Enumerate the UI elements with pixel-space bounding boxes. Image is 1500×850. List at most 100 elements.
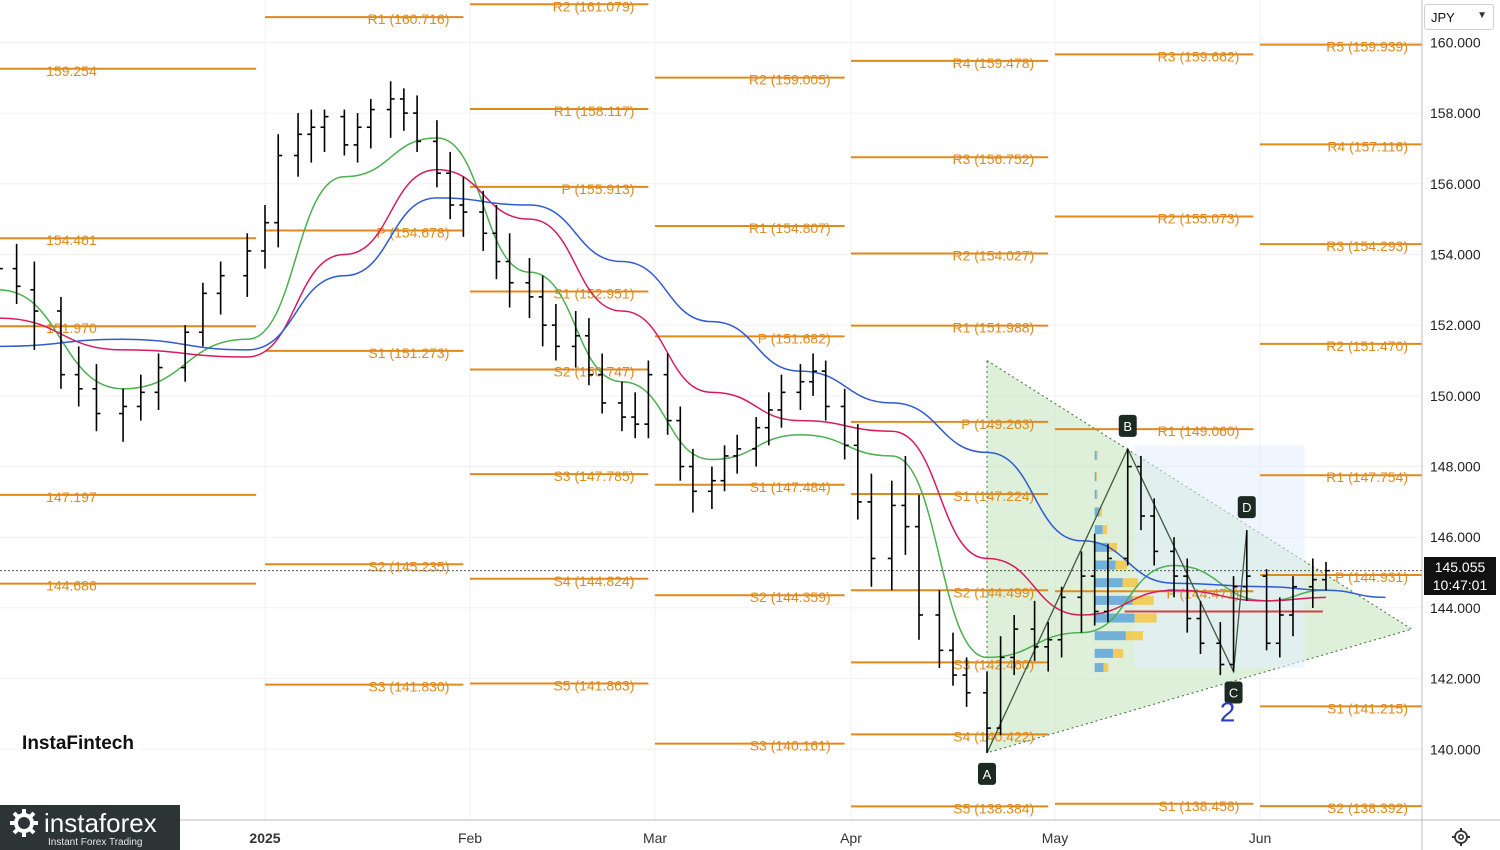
wave-point-label: A [983, 767, 992, 782]
pivot-level-label: 144.686 [46, 578, 97, 594]
instaforex-logo: instaforex Instant Forex Trading [0, 805, 180, 850]
pivot-level-label: S2 (138.392) [1327, 800, 1408, 816]
pivot-level-label: S5 (141.863) [553, 677, 634, 693]
pivot-level-label: S2 (150.747) [553, 363, 634, 379]
wave-point-marker [1118, 414, 1137, 437]
pivot-level-label: R1 (160.716) [368, 11, 450, 27]
y-tick-label: 150.000 [1430, 388, 1481, 404]
volume-profile-bar [1094, 631, 1126, 641]
y-tick-label: 152.000 [1430, 317, 1481, 333]
pivot-level-label: P (149.263) [961, 416, 1034, 432]
pivot-level-label: S2 (144.359) [750, 589, 831, 605]
volume-profile-bar [1103, 663, 1109, 673]
pivot-level-label: R1 (158.117) [554, 103, 635, 119]
pivot-level-label: R2 (151.470) [1326, 338, 1408, 354]
volume-profile-bar [1134, 613, 1157, 623]
settings-gear-icon[interactable] [1450, 826, 1472, 848]
volume-profile-bar [1096, 472, 1098, 482]
pivot-level-label: S1 (141.215) [1327, 700, 1408, 716]
pivot-level-label: R2 (155.073) [1158, 211, 1240, 227]
pivot-level-label: S1 (147.224) [953, 488, 1034, 504]
pivot-level-label: S2 (144.499) [953, 584, 1034, 600]
currency-select-value: JPY [1431, 10, 1455, 25]
pivot-level-label: S3 (141.830) [368, 679, 449, 695]
volume-profile-bar [1099, 507, 1103, 517]
moving-average-line [0, 168, 1327, 616]
current-price-value: 145.055 [1434, 559, 1486, 575]
pivot-level-label: P (144.931) [1335, 569, 1408, 585]
currency-select[interactable]: JPY ▼ [1424, 4, 1494, 30]
pivot-level-label: P (155.913) [561, 181, 634, 197]
moving-average-line [0, 197, 1386, 599]
wave-point-marker [978, 762, 996, 785]
wave-degree-label: 2 [1220, 697, 1236, 728]
pivot-level-label: 154.461 [46, 232, 97, 248]
current-price-badge: 145.055 10:47:01 [1424, 557, 1496, 595]
logo-tagline: Instant Forex Trading [48, 837, 143, 848]
pivot-level-label: P (144.471) [1166, 585, 1239, 601]
chart-brand-label: InstaFintech [16, 713, 140, 775]
pivot-level-label: R1 (149.060) [1158, 423, 1240, 439]
wave-point-marker [1237, 496, 1256, 519]
y-tick-label: 148.000 [1430, 459, 1481, 475]
volume-profile-bar [1113, 648, 1124, 658]
pivot-level-label: 147.197 [46, 489, 97, 505]
volume-profile-bar [1094, 525, 1103, 535]
volume-profile-bar [1132, 595, 1154, 605]
pivot-level-label: S1 (152.951) [553, 286, 634, 302]
bar-countdown: 10:47:01 [1432, 577, 1488, 593]
pivot-level-label: 159.254 [46, 63, 97, 79]
volume-profile-bar [1094, 560, 1116, 570]
pivot-level-label: R3 (154.293) [1326, 238, 1408, 254]
volume-profile-bar [1094, 450, 1097, 460]
pivot-level-label: R4 (159.478) [952, 55, 1034, 71]
pivot-level-label: S1 (138.458) [1158, 798, 1239, 814]
pivot-level-label: S3 (142.460) [953, 656, 1034, 672]
pivot-level-label: S2 (145.235) [368, 558, 449, 574]
pivot-level-label: R3 (159.662) [1158, 48, 1240, 64]
pivot-level-label: R2 (159.005) [749, 72, 831, 88]
wave-point-label: B [1123, 419, 1132, 434]
wave-point-label: C [1229, 686, 1238, 701]
y-tick-label: 142.000 [1430, 671, 1481, 687]
moving-average-line [0, 137, 1327, 659]
pivot-level-label: S3 (140.161) [750, 738, 831, 754]
volume-profile-bar [1102, 525, 1108, 535]
pivot-level-label: S4 (140.422) [953, 728, 1034, 744]
y-tick-label: 156.000 [1430, 176, 1481, 192]
volume-profile-bar [1125, 631, 1144, 641]
pivot-level-label: S1 (151.273) [368, 345, 449, 361]
volume-profile-bar [1115, 560, 1127, 570]
volume-profile-bar [1094, 595, 1133, 605]
logo-gear-icon [10, 809, 38, 837]
volume-profile-bar [1122, 578, 1139, 588]
volume-profile-bar [1094, 613, 1135, 623]
wave-path [986, 447, 1248, 754]
x-tick-label: May [1042, 830, 1068, 846]
chart-brand-text: InstaFintech [22, 733, 134, 754]
x-tick-label: Feb [458, 830, 482, 846]
x-tick-label: Apr [840, 830, 862, 846]
logo-text: instaforex [44, 808, 157, 838]
y-tick-label: 160.000 [1430, 34, 1481, 50]
volume-profile-bar [1096, 450, 1098, 460]
wave-point-label: D [1242, 500, 1251, 515]
pivot-level-label: P (151.682) [758, 330, 831, 346]
volume-profile-bar [1094, 472, 1097, 482]
pivot-level-label: R2 (161.079) [553, 0, 635, 14]
volume-profile-bar [1094, 489, 1097, 499]
y-tick-label: 146.000 [1430, 529, 1481, 545]
pivot-level-label: R4 (157.116) [1327, 138, 1408, 154]
volume-profile-bar [1094, 648, 1114, 658]
volume-profile-bar [1094, 542, 1110, 552]
x-tick-label: Jun [1249, 830, 1272, 846]
volume-profile-bar [1094, 663, 1104, 673]
x-tick-label: Mar [643, 830, 667, 846]
y-tick-label: 144.000 [1430, 600, 1481, 616]
pivot-level-label: R1 (151.988) [952, 320, 1034, 336]
pivot-level-label: R3 (156.752) [952, 151, 1034, 167]
pivot-level-label: R5 (159.939) [1326, 39, 1408, 55]
pivot-level-label: S5 (138.384) [953, 800, 1034, 816]
